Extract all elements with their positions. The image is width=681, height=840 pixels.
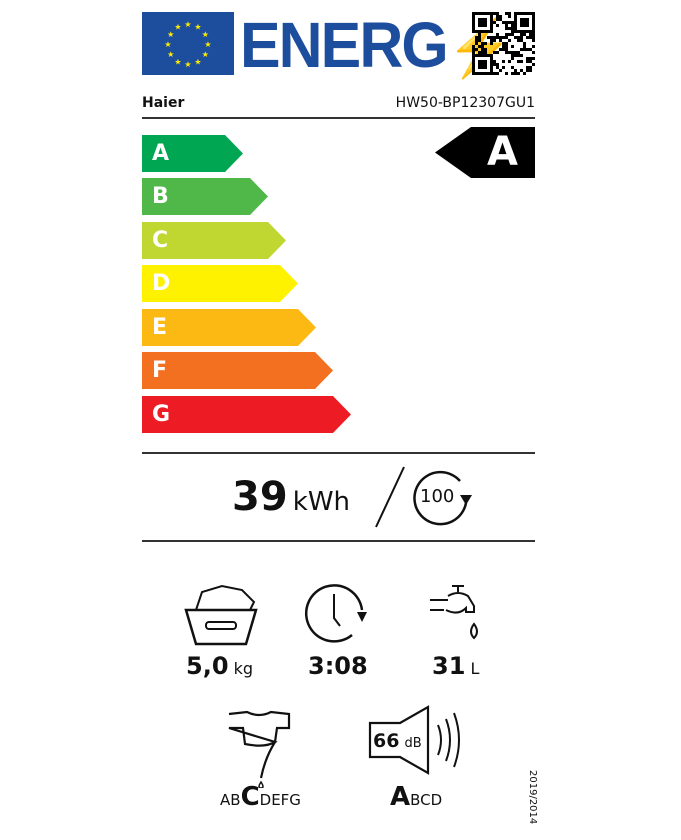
energy-class-bar-a: A (142, 135, 243, 172)
energy-consumption: 39 kWh (232, 474, 351, 520)
svg-text:★: ★ (184, 20, 191, 29)
energy-class-bar-g: G (142, 396, 351, 433)
energy-logo: ENERG⚡ (240, 9, 513, 81)
noise-level: 66 dB (373, 730, 422, 752)
cycle-icon (413, 470, 472, 526)
divider (142, 540, 535, 542)
svg-text:★: ★ (202, 50, 209, 59)
svg-text:★: ★ (204, 40, 211, 49)
water-consumption: 31 L (432, 652, 480, 680)
svg-text:★: ★ (184, 60, 191, 69)
energy-class-indicator: A (435, 127, 535, 178)
duration: 3:08 (308, 652, 368, 680)
svg-text:★: ★ (164, 40, 171, 49)
energy-class-bar-c: C (142, 222, 286, 259)
divider (142, 452, 535, 454)
energy-class-bar-d: D (142, 265, 298, 302)
spin-class: ABCDEFG (220, 782, 301, 812)
energy-class-bar-b: B (142, 178, 268, 215)
svg-text:★: ★ (202, 30, 209, 39)
svg-text:★: ★ (174, 23, 181, 32)
slash-divider (375, 466, 405, 528)
brand-name: Haier (142, 95, 185, 111)
svg-text:★: ★ (194, 57, 201, 66)
laundry-basket-icon (184, 584, 258, 646)
spin-drying-icon (228, 710, 291, 788)
noise-class: ABCD (390, 782, 443, 812)
eu-flag-icon: ★ ★ ★ ★ ★ ★ ★ ★ ★ ★ ★ ★ (142, 12, 234, 75)
qr-code-icon (472, 12, 535, 75)
energy-class-bar-e: E (142, 309, 316, 346)
regulation-number: 2019/2014 (527, 770, 538, 825)
capacity: 5,0 kg (186, 652, 254, 680)
clock-icon (305, 584, 367, 643)
speaker-icon (368, 705, 460, 775)
svg-text:★: ★ (194, 23, 201, 32)
energy-class-bar-f: F (142, 352, 333, 389)
svg-text:★: ★ (167, 30, 174, 39)
model-number: HW50-BP12307GU1 (395, 95, 535, 111)
water-tap-icon (430, 585, 478, 640)
divider (142, 117, 535, 119)
svg-text:★: ★ (174, 57, 181, 66)
cycles-count: 100 (420, 486, 455, 507)
svg-text:★: ★ (167, 50, 174, 59)
